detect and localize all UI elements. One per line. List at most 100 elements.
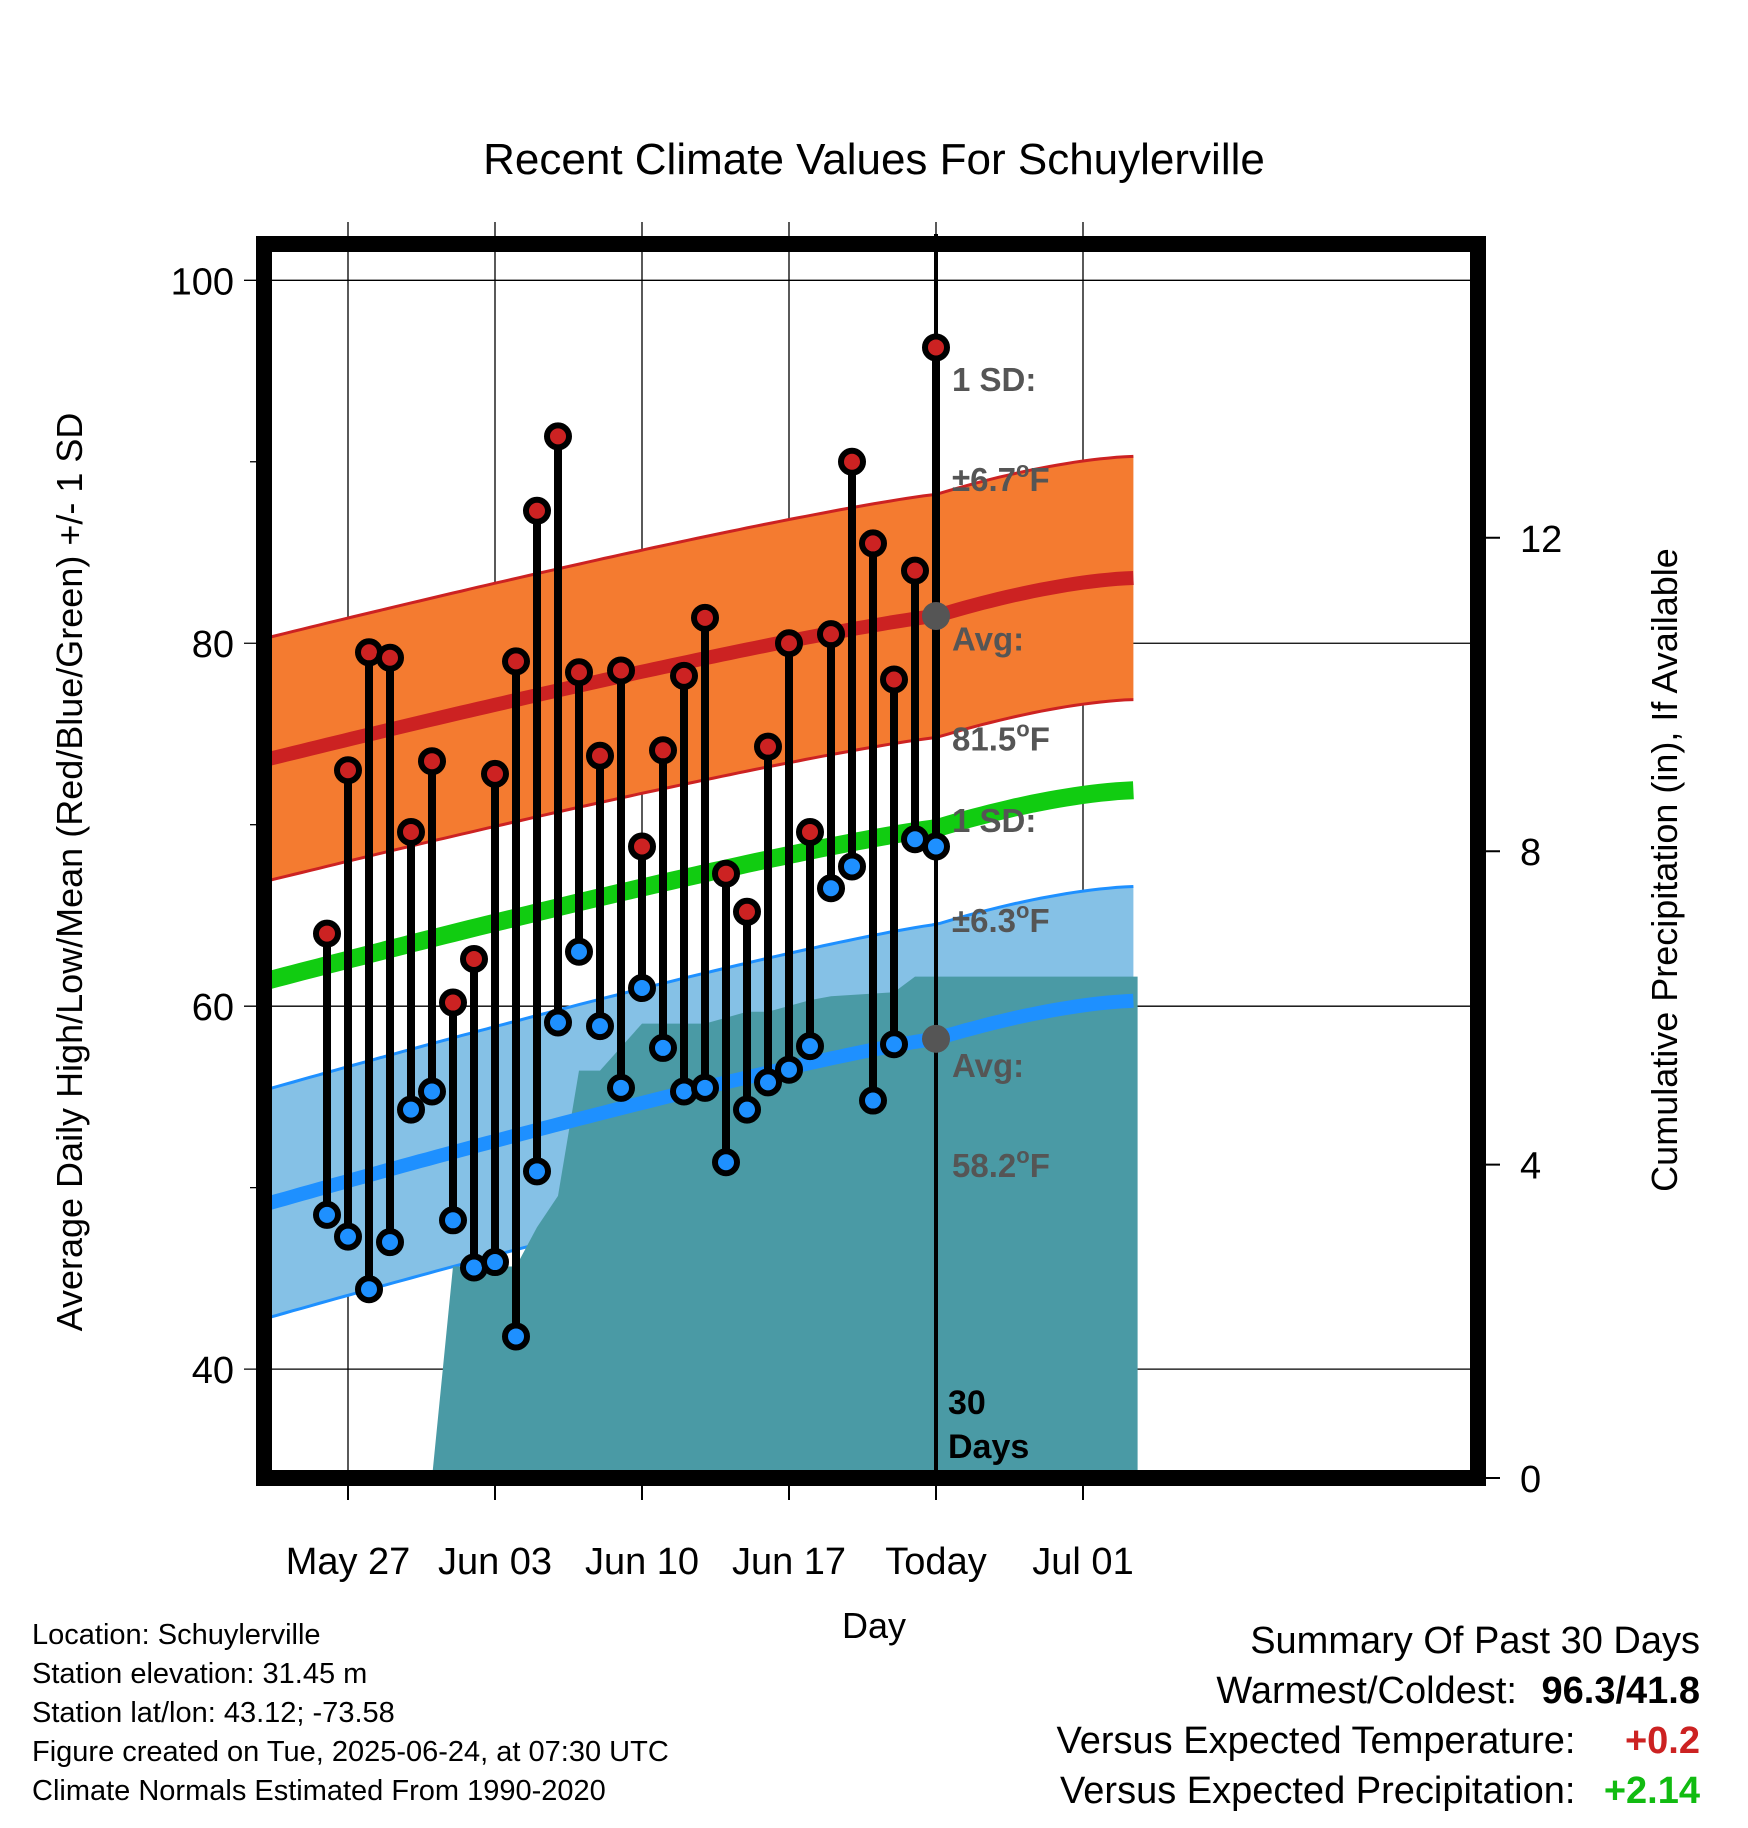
normal-high-today-marker: [922, 602, 950, 631]
daily-high-point: [460, 944, 488, 973]
daily-high-point: [796, 817, 824, 846]
daily-high-point: [670, 661, 698, 690]
daily-low-point: [439, 1206, 467, 1235]
normal-low-today-marker: [922, 1024, 950, 1053]
daily-low-point: [481, 1248, 509, 1277]
precipitation-area: [432, 976, 1138, 1478]
daily-high-point: [901, 556, 929, 585]
x-tick-label: Jun 17: [732, 1541, 846, 1583]
daily-high-point: [313, 919, 341, 948]
y2-tick-label: 12: [1520, 519, 1562, 561]
daily-low-point: [628, 974, 656, 1003]
low-sd-label-line1: 1 SD:: [952, 802, 1036, 839]
high-avg-label-line2: 81.5oF: [952, 716, 1050, 757]
daily-high-point: [481, 759, 509, 788]
y-tick-label: 80: [192, 624, 234, 666]
low-avg-label-line2: 58.2oF: [952, 1143, 1050, 1184]
high-avg-label-line1: Avg:: [952, 620, 1024, 657]
daily-low-point: [355, 1275, 383, 1304]
x-tick-label: Jul 01: [1032, 1541, 1133, 1583]
daily-low-point: [922, 832, 950, 861]
daily-high-point: [376, 643, 404, 672]
daily-high-point: [397, 817, 425, 846]
daily-low-point: [649, 1033, 677, 1062]
daily-high-point: [628, 832, 656, 861]
daily-low-point: [418, 1077, 446, 1106]
daily-low-point: [859, 1086, 887, 1115]
summary-precip-row: Versus Expected Precipitation: +2.14: [1057, 1766, 1700, 1816]
summary-temp-row: Versus Expected Temperature: +0.2: [1057, 1716, 1700, 1766]
y-axis-label: Average Daily High/Low/Mean (Red/Blue/Gr…: [49, 413, 90, 1332]
summary-temp-label: Versus Expected Temperature:: [1056, 1720, 1576, 1762]
daily-high-point: [775, 629, 803, 658]
chart-title: Recent Climate Values For Schuylerville: [483, 135, 1265, 184]
daily-high-point: [649, 736, 677, 765]
daily-low-point: [586, 1012, 614, 1041]
y-tick-label: 100: [171, 261, 234, 303]
normal-mean-line: [257, 781, 1134, 992]
high-sd-label-line2: ±6.7oF: [952, 457, 1050, 498]
x-tick-label: May 27: [286, 1541, 411, 1583]
daily-low-point: [565, 937, 593, 966]
normal-high-band-upper-edge: [259, 454, 1134, 642]
daily-high-point: [691, 603, 719, 632]
normal-high-band-lower-edge: [259, 698, 1134, 885]
low-sd-label-line2: ±6.3oF: [952, 898, 1050, 939]
summary-precip-value: +2.14: [1603, 1770, 1700, 1812]
plot-frame: [256, 236, 1486, 1486]
summary-warmest-row: Warmest/Coldest: 96.3/41.8: [1057, 1666, 1700, 1716]
daily-high-point: [565, 658, 593, 687]
daily-low-point: [607, 1073, 635, 1102]
x-tick-label: Jun 03: [438, 1541, 552, 1583]
summary-warmest-value: 96.3/41.8: [1541, 1670, 1700, 1712]
daily-low-point: [523, 1157, 551, 1186]
daily-high-point: [859, 529, 887, 558]
y2-axis-label: Cumulative Precipitation (in), If Availa…: [1644, 548, 1685, 1192]
high-sd-label-line1: 1 SD:: [952, 361, 1036, 398]
daily-high-point: [544, 422, 572, 451]
daily-low-point: [502, 1322, 530, 1351]
daily-high-point: [439, 988, 467, 1017]
daily-high-point: [754, 732, 782, 761]
x-tick-label: Jun 10: [585, 1541, 699, 1583]
normal-high-line: [258, 571, 1134, 768]
daily-high-point: [838, 447, 866, 476]
daily-low-point: [376, 1228, 404, 1257]
today-days-label-line1: 30: [948, 1384, 986, 1422]
info-location: Location: Schuylerville: [32, 1619, 321, 1651]
daily-low-point: [313, 1200, 341, 1229]
summary-warmest-label: Warmest/Coldest:: [1216, 1670, 1517, 1712]
low-avg-label-line1: Avg:: [952, 1047, 1024, 1084]
y-tick-label: 60: [192, 987, 234, 1029]
daily-high-point: [607, 656, 635, 685]
summary-precip-label: Versus Expected Precipitation:: [1060, 1770, 1576, 1812]
y-tick-label: 40: [192, 1350, 234, 1392]
station-info: Location: Schuylerville Station elevatio…: [32, 1616, 669, 1811]
today-days-label-line2: Days: [948, 1428, 1029, 1466]
summary-temp-value: +0.2: [1624, 1720, 1700, 1762]
daily-high-point: [523, 496, 551, 525]
daily-low-point: [544, 1008, 572, 1037]
daily-low-point: [712, 1148, 740, 1177]
x-axis-label: Day: [842, 1605, 906, 1646]
summary-heading: Summary Of Past 30 Days: [1250, 1620, 1700, 1662]
daily-low-point: [334, 1222, 362, 1251]
daily-low-point: [397, 1095, 425, 1124]
daily-high-point: [586, 741, 614, 770]
normal-low-band-upper-edge: [259, 885, 1134, 1093]
x-tick-label: Today: [885, 1541, 986, 1583]
y2-tick-label: 0: [1520, 1459, 1541, 1501]
daily-high-point: [733, 897, 761, 926]
daily-low-point: [817, 874, 845, 903]
daily-high-point: [334, 756, 362, 785]
info-created: Figure created on Tue, 2025-06-24, at 07…: [32, 1736, 669, 1768]
summary-panel: Summary Of Past 30 Days Warmest/Coldest:…: [1057, 1616, 1700, 1816]
daily-high-point: [502, 647, 530, 676]
daily-low-point: [796, 1032, 824, 1061]
daily-high-point: [922, 333, 950, 362]
daily-high-point: [880, 665, 908, 694]
daily-low-point: [754, 1068, 782, 1097]
daily-low-point: [838, 852, 866, 881]
info-elevation: Station elevation: 31.45 m: [32, 1658, 368, 1690]
